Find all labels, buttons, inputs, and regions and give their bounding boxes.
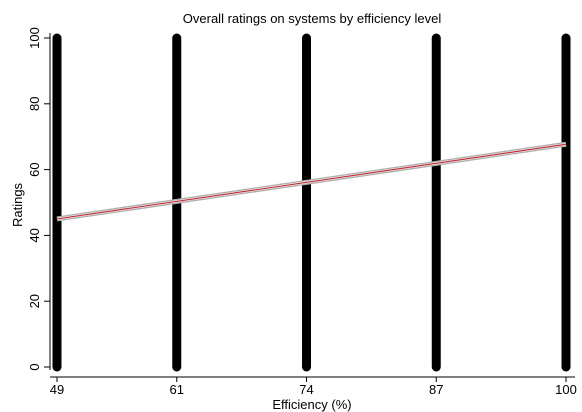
plot-area — [52, 33, 571, 372]
y-axis-ticks: 0 20 40 60 80 100 — [27, 27, 50, 371]
y-tick-label: 0 — [27, 363, 42, 370]
x-tick-label: 87 — [429, 382, 443, 397]
fit-line — [56, 143, 567, 220]
y-tick-label: 20 — [27, 294, 42, 308]
chart-title: Overall ratings on systems by efficiency… — [183, 11, 442, 26]
scatter-layer — [52, 33, 571, 372]
x-tick-label: 100 — [555, 382, 577, 397]
x-tick-label: 61 — [170, 382, 184, 397]
x-tick-label: 74 — [299, 382, 313, 397]
y-tick-label: 80 — [27, 97, 42, 111]
y-axis-label: Ratings — [10, 182, 25, 227]
y-tick-label: 100 — [27, 27, 42, 49]
y-tick-label: 60 — [27, 162, 42, 176]
y-tick-label: 40 — [27, 228, 42, 242]
x-axis-ticks: 49 61 74 87 100 — [50, 377, 577, 397]
fit-layer — [56, 141, 567, 222]
x-tick-label: 49 — [50, 382, 64, 397]
x-axis-label: Efficiency (%) — [272, 397, 351, 412]
